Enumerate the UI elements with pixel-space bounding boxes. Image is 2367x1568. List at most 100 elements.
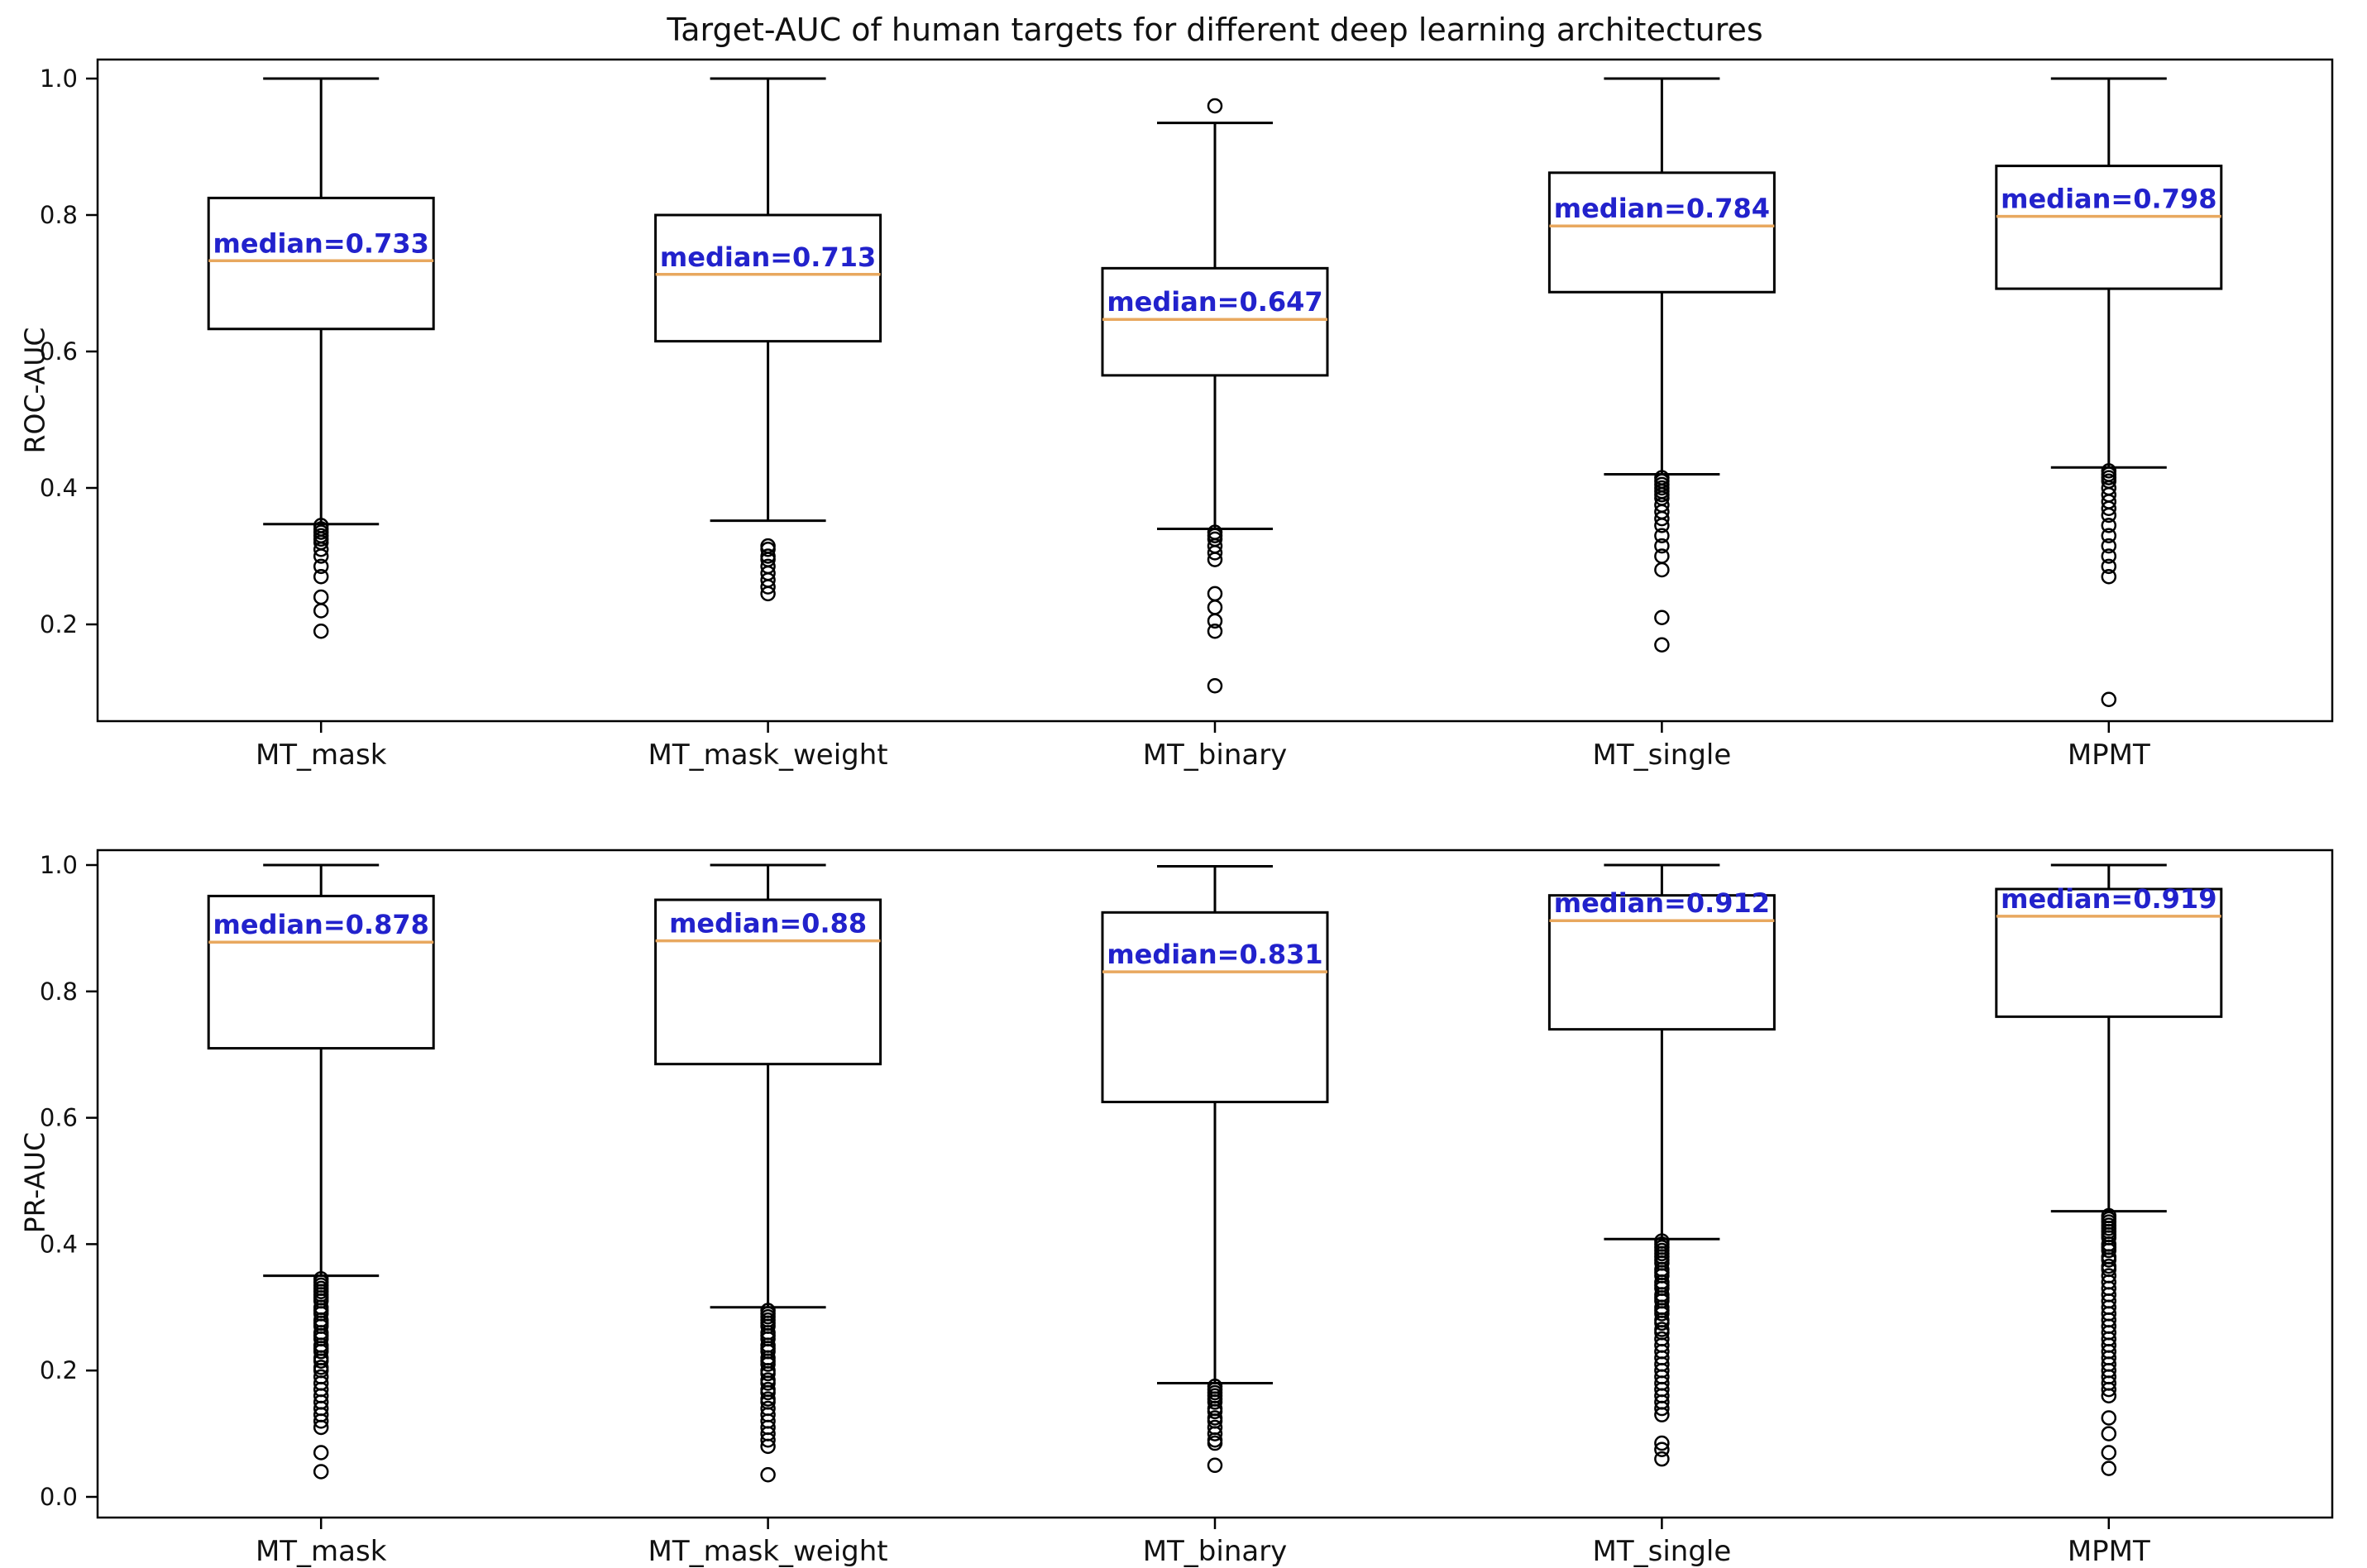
- outlier-point: [313, 603, 329, 619]
- outlier-point: [1207, 552, 1223, 567]
- outlier-point: [1654, 637, 1670, 653]
- x-tick-label: MT_single: [1593, 1535, 1732, 1568]
- median-label: median=0.919: [2001, 883, 2216, 915]
- outlier-point: [2101, 528, 2117, 543]
- outlier-point: [1207, 1435, 1223, 1451]
- outlier-point: [313, 1344, 329, 1360]
- outlier-point: [313, 1413, 329, 1429]
- y-tick-label: 0.6: [40, 337, 78, 366]
- median-label: median=0.912: [1554, 887, 1770, 919]
- outlier-point: [1207, 545, 1223, 561]
- y-axis-label-pr-auc: PR-AUC: [18, 1131, 51, 1234]
- outlier-point: [1654, 1400, 1670, 1417]
- outlier-point: [2101, 1388, 2117, 1404]
- chart-title: Target-AUC of human targets for differen…: [667, 12, 1763, 48]
- outlier-point: [2101, 1410, 2117, 1426]
- outlier-point: [760, 1365, 776, 1382]
- outlier-point: [1207, 613, 1223, 629]
- outlier-point: [313, 1464, 329, 1480]
- y-tick-label: 0.4: [40, 1230, 78, 1258]
- outlier-point: [1207, 600, 1223, 615]
- outlier-point: [1207, 1426, 1223, 1441]
- outlier-point: [2101, 1252, 2117, 1268]
- outlier-point: [1654, 1435, 1670, 1451]
- outlier-point: [1654, 1451, 1670, 1467]
- outlier-point: [2101, 569, 2117, 585]
- outlier-point: [1654, 510, 1670, 527]
- outlier-point: [1654, 1441, 1670, 1457]
- median-label: median=0.713: [660, 241, 876, 273]
- outlier-point: [313, 558, 329, 575]
- x-tick-label: MPMT: [2068, 1535, 2150, 1568]
- outlier-point: [760, 1375, 776, 1391]
- outlier-point: [760, 1356, 776, 1372]
- y-tick-label: 0.6: [40, 1104, 78, 1132]
- iqr-box: [654, 898, 882, 1066]
- y-tick-label: 1.0: [40, 851, 78, 879]
- outlier-point: [1654, 1306, 1670, 1322]
- outlier-point: [2101, 1445, 2117, 1460]
- y-tick-label: 0.4: [40, 474, 78, 502]
- outlier-point: [1654, 562, 1670, 578]
- outlier-point: [2101, 538, 2117, 554]
- outlier-point: [313, 1419, 329, 1436]
- outlier-point: [760, 1438, 776, 1455]
- iqr-box: [1547, 894, 1776, 1031]
- y-tick-label: 0.0: [40, 1483, 78, 1511]
- iqr-box: [1101, 266, 1329, 377]
- outlier-point: [313, 548, 329, 564]
- median-label: median=0.798: [2001, 184, 2216, 215]
- outlier-point: [2101, 1242, 2117, 1259]
- iqr-box: [1995, 887, 2223, 1018]
- x-tick-label: MT_single: [1593, 739, 1732, 772]
- median-label: median=0.831: [1107, 939, 1322, 970]
- outlier-point: [1207, 678, 1223, 694]
- outlier-point: [2101, 500, 2117, 516]
- outlier-point: [760, 586, 776, 602]
- y-axis-label-roc-auc: ROC-AUC: [18, 327, 51, 454]
- x-tick-label: MPMT: [2068, 739, 2150, 772]
- x-tick-label: MT_binary: [1143, 1535, 1288, 1568]
- outlier-point: [760, 1384, 776, 1401]
- outlier-point: [313, 569, 329, 585]
- iqr-box: [1995, 165, 2223, 290]
- x-tick-label: MT_mask: [256, 739, 387, 772]
- outlier-point: [2101, 1381, 2117, 1398]
- x-tick-label: MT_mask_weight: [648, 739, 888, 772]
- outlier-point: [2101, 1426, 2117, 1441]
- iqr-box: [207, 894, 435, 1050]
- y-tick-label: 0.2: [40, 610, 78, 638]
- outlier-point: [2101, 518, 2117, 533]
- y-tick-label: 1.0: [40, 65, 78, 93]
- x-tick-label: MT_binary: [1143, 739, 1288, 772]
- outlier-point: [1654, 528, 1670, 543]
- y-tick-label: 0.8: [40, 201, 78, 229]
- outlier-point: [760, 542, 776, 557]
- outlier-point: [2101, 507, 2117, 523]
- iqr-box: [654, 213, 882, 343]
- outlier-point: [1654, 538, 1670, 554]
- outlier-point: [2101, 691, 2117, 707]
- outlier-point: [1207, 1457, 1223, 1474]
- median-label: median=0.784: [1554, 193, 1770, 224]
- outlier-point: [2101, 1460, 2117, 1476]
- iqr-box: [1101, 911, 1329, 1104]
- outlier-point: [1654, 1315, 1670, 1331]
- outlier-point: [313, 589, 329, 605]
- outlier-point: [1207, 1403, 1223, 1420]
- outlier-point: [760, 579, 776, 595]
- median-label: median=0.733: [213, 227, 429, 259]
- outlier-point: [760, 1432, 776, 1448]
- outlier-point: [313, 542, 329, 557]
- outlier-point: [1207, 624, 1223, 639]
- median-label: median=0.878: [213, 909, 429, 940]
- outlier-point: [1207, 586, 1223, 602]
- median-label: median=0.88: [669, 908, 867, 939]
- iqr-box: [207, 196, 435, 331]
- outlier-point: [313, 624, 329, 639]
- outlier-point: [313, 1445, 329, 1460]
- outlier-point: [1654, 610, 1670, 625]
- outlier-point: [1207, 98, 1223, 114]
